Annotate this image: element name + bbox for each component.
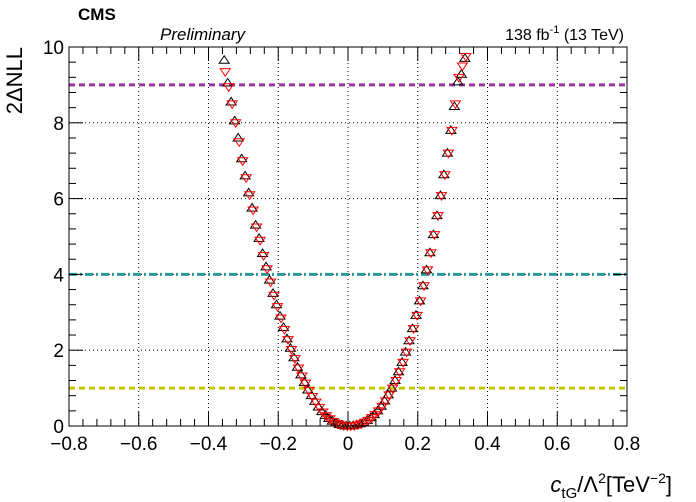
series-1-point xyxy=(240,174,253,184)
series-1-point xyxy=(383,391,396,401)
series-1-point xyxy=(268,291,280,301)
y-tick-label: 4 xyxy=(53,265,64,286)
series-1-point xyxy=(320,412,333,422)
series-1-point xyxy=(428,231,441,241)
series-0-point xyxy=(284,342,297,352)
x-axis-symbol: c xyxy=(550,472,561,497)
series-1-point xyxy=(257,251,270,261)
x-tick-label: −0.4 xyxy=(190,434,228,455)
data-points xyxy=(218,52,472,432)
x-axis-title: ctG/Λ2[TeV−2] xyxy=(550,470,672,502)
series-1-point xyxy=(285,345,298,355)
series-1-point xyxy=(254,236,267,246)
series-1-point xyxy=(229,119,242,129)
series-1-point xyxy=(323,415,336,425)
series-1-point xyxy=(459,52,472,62)
series-1-point xyxy=(233,138,246,148)
series-1-point xyxy=(313,403,326,413)
series-1-point xyxy=(390,377,403,386)
series-1-point xyxy=(397,358,410,368)
series-0-point xyxy=(218,54,231,64)
series-1-point xyxy=(264,278,277,288)
lumi-value: 138 fb xyxy=(505,27,550,44)
series-1-point xyxy=(379,397,392,407)
x-tick-label: 0.2 xyxy=(405,434,431,455)
series-1-point xyxy=(292,364,305,374)
series-1-point xyxy=(372,407,385,417)
series-1-point xyxy=(282,336,294,345)
series-1-point xyxy=(369,411,382,421)
x-tick-label: 0 xyxy=(343,434,354,455)
series-1-point xyxy=(275,314,287,324)
y-tick-label: 10 xyxy=(43,38,64,59)
x-axis-mid: /Λ xyxy=(577,472,598,497)
series-1-point xyxy=(289,355,301,364)
series-1-point xyxy=(296,372,308,382)
series-1-point xyxy=(425,249,437,259)
experiment-label: CMS xyxy=(78,5,116,24)
y-axis-title: 2ΔNLL xyxy=(2,47,27,114)
series-1-point xyxy=(247,206,260,216)
series-0-point xyxy=(232,132,245,142)
x-tick-label: 0.8 xyxy=(614,434,640,455)
series-1-point xyxy=(236,157,249,167)
energy-label: (13 TeV) xyxy=(564,27,624,44)
series-1-point xyxy=(404,337,417,347)
series-1-point xyxy=(303,386,315,396)
series-1-point xyxy=(219,68,232,78)
luminosity-label: 138 fb-1 (13 TeV) xyxy=(505,24,624,44)
y-tick-label: 8 xyxy=(53,114,64,135)
x-axis-close: ] xyxy=(666,472,672,497)
series-1-point xyxy=(435,192,448,201)
series-1-point xyxy=(449,100,462,110)
series-0-point xyxy=(451,76,464,86)
series-0-point xyxy=(294,369,307,379)
series-1-point xyxy=(439,171,451,181)
tick-labels: −0.8 −0.6 −0.4 −0.2 0 0.2 0.4 0.6 0.8 0 2 4 6 8 10 xyxy=(43,38,640,455)
x-axis-units: [TeV xyxy=(606,472,650,497)
series-1-point xyxy=(414,297,427,307)
x-axis-sup2: −2 xyxy=(650,470,666,486)
series-0-point xyxy=(221,77,234,87)
series-1-point xyxy=(407,325,420,334)
y-tick-label: 2 xyxy=(53,341,64,362)
series-1-point xyxy=(271,303,284,313)
axis-ticks xyxy=(68,46,628,427)
series-1-point xyxy=(411,311,423,321)
series-1-point xyxy=(299,379,312,389)
series-1-point xyxy=(456,62,469,72)
x-tick-label: 0.6 xyxy=(544,434,570,455)
series-1-point xyxy=(386,384,399,394)
series-1-point xyxy=(243,191,256,201)
series-1-point xyxy=(261,265,274,275)
series-1-point xyxy=(452,73,465,83)
series-1-point xyxy=(442,149,455,159)
series-1-point xyxy=(222,83,235,93)
status-label: Preliminary xyxy=(160,25,247,44)
series-1-point xyxy=(376,402,389,412)
series-1-point xyxy=(400,348,413,358)
x-tick-label: −0.2 xyxy=(259,434,297,455)
series-1-point xyxy=(306,392,319,402)
lumi-exponent: -1 xyxy=(550,24,560,36)
x-tick-label: −0.8 xyxy=(50,434,88,455)
y-tick-label: 0 xyxy=(53,417,64,438)
series-1-point xyxy=(278,325,291,335)
series-1-point xyxy=(226,100,239,110)
series-1-point xyxy=(432,212,444,222)
series-0-point xyxy=(458,52,471,62)
series-1-point xyxy=(309,398,322,408)
reference-lines xyxy=(69,83,627,390)
series-1-point xyxy=(418,282,430,292)
y-tick-label: 6 xyxy=(53,190,64,211)
series-1-point xyxy=(421,266,434,276)
x-axis-subscript: tG xyxy=(561,485,577,502)
x-tick-label: −0.6 xyxy=(120,434,158,455)
series-1-point xyxy=(445,126,458,136)
x-axis-sup1: 2 xyxy=(598,470,606,486)
series-1-point xyxy=(250,223,263,233)
x-tick-label: 0.4 xyxy=(474,434,501,455)
series-1-point xyxy=(393,368,406,378)
